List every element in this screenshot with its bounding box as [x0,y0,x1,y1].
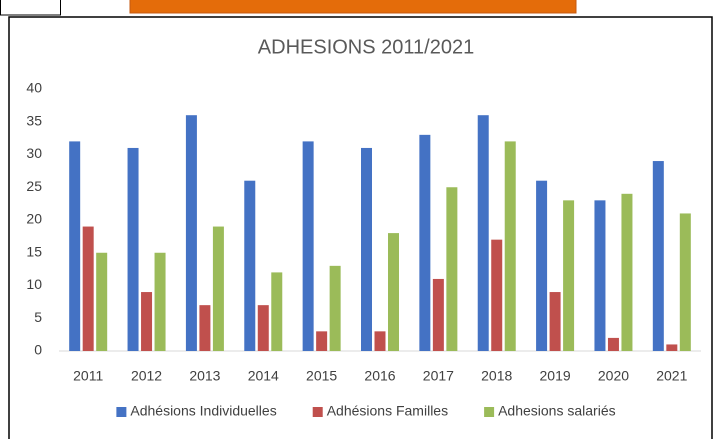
top-banner [129,0,577,14]
bar [594,200,606,351]
x-tick-label: 2013 [189,368,220,384]
bar [419,134,431,351]
bar [69,141,81,351]
bar [652,161,664,351]
bar [563,200,575,351]
y-tick-label: 20 [26,211,42,227]
bar [477,115,489,351]
bar [432,278,444,351]
legend-label: Adhésions Familles [327,403,448,419]
y-tick-label: 35 [26,112,42,128]
legend-swatch [116,407,127,417]
bar [271,272,283,351]
x-tick-label: 2014 [248,368,279,384]
bar [127,147,139,351]
bar [185,115,197,351]
legend-swatch [312,407,323,417]
bar [329,265,341,351]
x-tick-label: 2021 [656,368,687,384]
bar [316,331,328,351]
y-tick-label: 15 [26,243,42,259]
y-tick-label: 30 [26,145,42,161]
x-tick-label: 2020 [598,368,629,384]
legend-label: Adhésions Individuelles [130,403,276,419]
x-tick-label: 2011 [73,368,103,384]
y-tick-label: 10 [26,276,42,292]
x-tick-label: 2016 [364,368,395,384]
bar [212,226,224,351]
x-tick-label: 2015 [306,368,337,384]
bar [679,213,691,351]
x-tick-label: 2012 [131,368,162,384]
bar [244,180,256,351]
bar [302,141,314,351]
y-tick-label: 25 [26,178,42,194]
bar [536,180,548,351]
bar [446,187,458,351]
bar [361,147,372,351]
bar [374,331,386,351]
bar [96,252,108,351]
bar [154,252,166,351]
x-tick-label: 2018 [481,368,512,384]
bar [257,305,269,351]
bar [666,344,678,351]
bar [607,337,619,351]
bar [504,141,516,351]
y-tick-label: 0 [34,342,42,358]
bar [199,305,211,351]
bar [82,226,94,351]
bar [621,193,633,351]
chart-title: ADHESIONS 2011/2021 [258,36,474,58]
x-tick-label: 2019 [540,368,571,384]
y-tick-label: 40 [26,80,42,96]
bar [388,233,399,351]
bar [141,292,153,351]
bar [549,292,561,351]
x-tick-label: 2017 [423,368,454,384]
bar [491,239,503,351]
legend-label: Adhesions salariés [498,403,616,419]
legend-swatch [484,407,495,417]
top-box [0,0,61,16]
y-tick-label: 5 [34,309,42,325]
